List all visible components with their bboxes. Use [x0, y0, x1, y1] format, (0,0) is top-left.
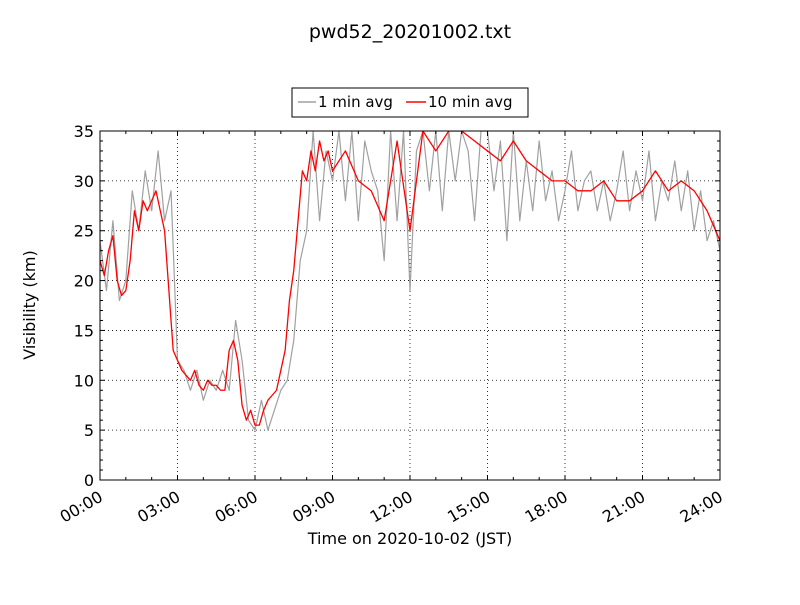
y-tick-label: 5 [84, 421, 94, 440]
y-tick-label: 0 [84, 471, 94, 490]
y-tick-label: 35 [74, 122, 94, 141]
series-group [100, 131, 720, 431]
legend: 1 min avg 10 min avg [291, 87, 529, 118]
y-tick-label: 10 [74, 371, 94, 390]
x-axis-label: Time on 2020-10-02 (JST) [307, 529, 512, 548]
y-tick-label: 30 [74, 172, 94, 191]
legend-label-10min: 10 min avg [428, 93, 513, 111]
series-line-1min-avg [100, 131, 720, 431]
y-tick-label: 25 [74, 222, 94, 241]
chart-title: pwd52_20201002.txt [309, 21, 511, 43]
legend-label-1min: 1 min avg [318, 93, 393, 111]
y-axis-label: Visibility (km) [20, 250, 39, 359]
grid [100, 131, 720, 480]
y-tick-label: 20 [74, 272, 94, 291]
series-line-10min-avg [100, 131, 720, 426]
y-tick-label: 15 [74, 321, 94, 340]
